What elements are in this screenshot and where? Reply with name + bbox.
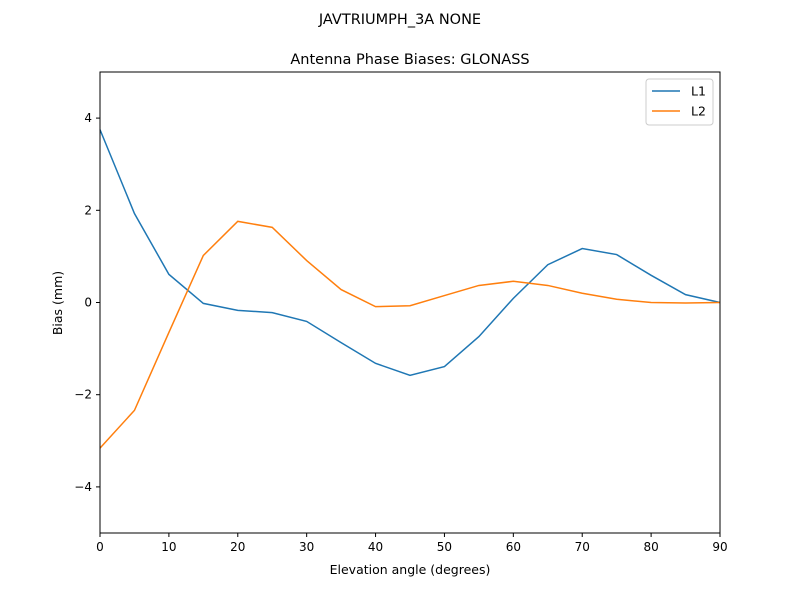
x-tick-label: 70 — [575, 540, 590, 554]
chart-title: Antenna Phase Biases: GLONASS — [290, 52, 529, 68]
legend-label: L1 — [691, 84, 706, 99]
x-tick-label: 20 — [230, 540, 245, 554]
x-tick-label: 90 — [712, 540, 727, 554]
y-tick-label: 2 — [84, 203, 92, 217]
x-tick-label: 0 — [96, 540, 104, 554]
y-tick-label: −4 — [74, 480, 92, 494]
series-line-L1 — [99, 129, 721, 377]
x-tick-label: 40 — [368, 540, 383, 554]
series-line-L2 — [99, 220, 721, 449]
y-tick-label: −2 — [74, 388, 92, 402]
x-tick-label: 50 — [437, 540, 452, 554]
x-axis-label: Elevation angle (degrees) — [330, 562, 491, 577]
y-tick-label: 0 — [84, 296, 92, 310]
y-tick-label: 4 — [84, 111, 92, 125]
x-tick-label: 80 — [643, 540, 658, 554]
x-tick-label: 60 — [506, 540, 521, 554]
x-tick-label: 30 — [299, 540, 314, 554]
x-tick-label: 10 — [161, 540, 176, 554]
suptitle: JAVTRIUMPH_3A NONE — [318, 12, 481, 28]
legend-label: L2 — [691, 104, 706, 119]
y-axis-label: Bias (mm) — [50, 271, 65, 335]
plot-frame — [99, 71, 721, 534]
